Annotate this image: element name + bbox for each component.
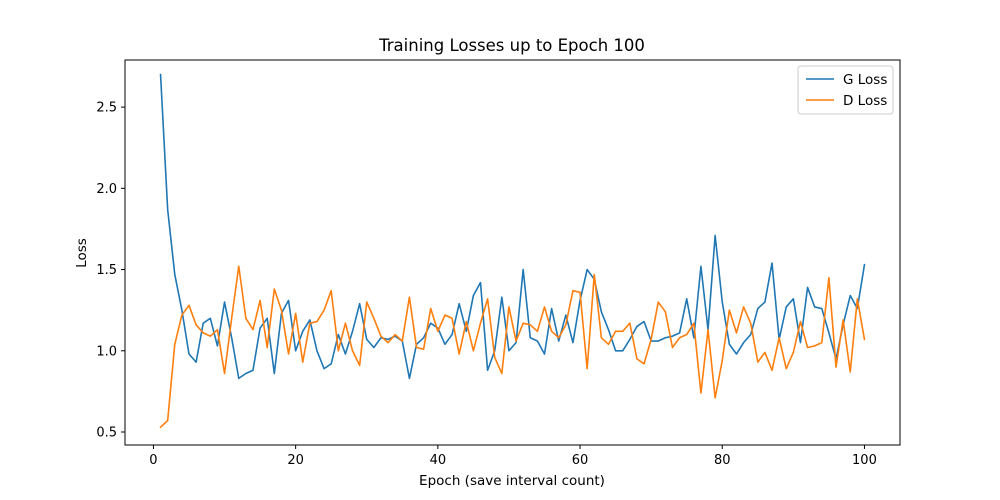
axes-layer [124, 59, 901, 446]
x-axis-label: Epoch (save interval count) [419, 473, 605, 489]
legend-label-g-loss: G Loss [843, 72, 887, 88]
plot-frame [124, 59, 901, 446]
x-axis: 0 20 40 60 80 100 [149, 445, 877, 468]
y-tick-label: 1.0 [96, 344, 117, 359]
x-tick-label: 100 [852, 453, 877, 468]
legend: G Loss D Loss [797, 65, 894, 115]
x-tick-label: 60 [572, 453, 589, 468]
series-line-d-loss [159, 265, 866, 429]
x-tick-label: 80 [714, 453, 731, 468]
y-tick-label: 1.5 [96, 263, 117, 278]
x-tick-label: 40 [430, 453, 447, 468]
y-tick-label: 2.5 [96, 101, 117, 116]
x-tick-label: 0 [149, 453, 157, 468]
legend-label-d-loss: D Loss [843, 93, 887, 109]
y-tick-label: 0.5 [96, 426, 117, 441]
chart-title: Training Losses up to Epoch 100 [378, 36, 645, 55]
y-axis: 0.5 1.0 1.5 2.0 2.5 [96, 101, 125, 441]
plot-area [125, 60, 900, 445]
x-tick-label: 20 [287, 453, 304, 468]
series-layer [159, 73, 866, 429]
y-tick-label: 2.0 [96, 182, 117, 197]
legend-box [797, 65, 894, 115]
y-axis-label: Loss [74, 238, 90, 268]
series-line-g-loss [159, 73, 866, 380]
